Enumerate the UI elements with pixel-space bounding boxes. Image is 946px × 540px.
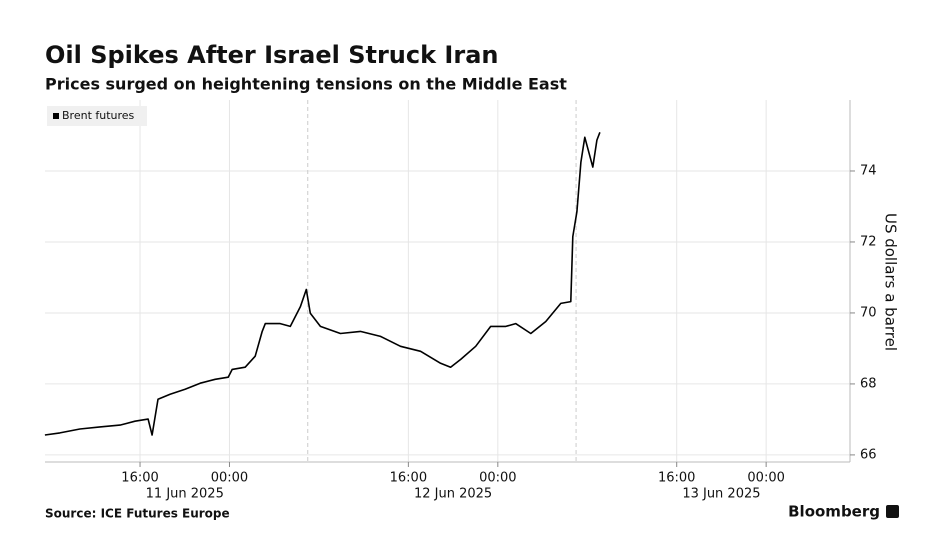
- line: [44, 132, 601, 436]
- chart-title: Oil Spikes After Israel Struck Iran: [45, 41, 498, 69]
- chart-subtitle: Prices surged on heightening tensions on…: [45, 75, 567, 94]
- x-tick-label: 16:00: [658, 471, 695, 486]
- legend-box: [47, 106, 147, 126]
- brand-icon: [886, 505, 899, 518]
- x-tick-label: 16:00: [121, 471, 158, 486]
- y-tick-label: 72: [860, 234, 877, 249]
- source: Source: ICE Futures Europe: [45, 507, 230, 521]
- y-tick-label: 66: [860, 447, 877, 462]
- legend-swatch: [53, 113, 59, 119]
- brand: Bloomberg: [788, 503, 880, 521]
- date-label: 11 Jun 2025: [146, 487, 224, 502]
- y-axis-label: US dollars a barrel: [882, 213, 900, 351]
- x-tick-label: 16:00: [390, 471, 427, 486]
- x-tick-label: 00:00: [747, 471, 784, 486]
- y-tick-label: 70: [860, 305, 877, 320]
- date-label: 13 Jun 2025: [682, 487, 760, 502]
- y-tick-label: 74: [860, 163, 877, 178]
- x-tick-label: 00:00: [211, 471, 248, 486]
- legend-label: Brent futures: [62, 109, 135, 122]
- date-label: 12 Jun 2025: [414, 487, 492, 502]
- x-tick-label: 00:00: [479, 471, 516, 486]
- y-tick-label: 68: [860, 376, 877, 391]
